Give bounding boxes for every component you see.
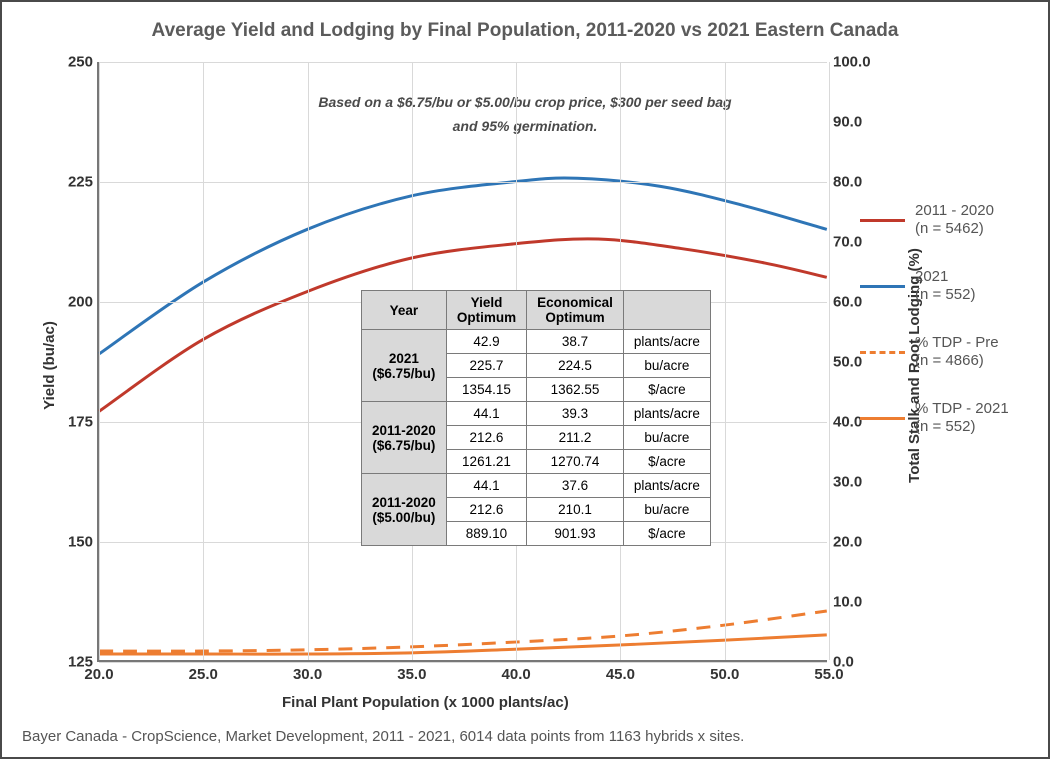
legend-label: 2011 - 2020(n = 5462): [915, 202, 994, 238]
y-right-tick: 40.0: [833, 414, 862, 431]
y-left-tick: 150: [68, 534, 93, 551]
table-header: Year: [362, 291, 447, 330]
legend-item-yield_2021: 2021(n = 552): [860, 268, 1040, 304]
table-rowheader: 2021($6.75/bu): [362, 330, 447, 402]
table-header: [623, 291, 710, 330]
table-cell: 212.6: [446, 426, 526, 450]
table-rowheader: 2011-2020($5.00/bu): [362, 474, 447, 546]
table-cell: 889.10: [446, 522, 526, 546]
x-tick: 30.0: [293, 666, 322, 683]
table-cell: 37.6: [527, 474, 624, 498]
legend-label: 2021(n = 552): [915, 268, 975, 304]
table-cell: 42.9: [446, 330, 526, 354]
table-cell: 39.3: [527, 402, 624, 426]
legend-swatch: [860, 219, 905, 222]
table-header: YieldOptimum: [446, 291, 526, 330]
series-tdp_pre: [99, 611, 827, 651]
table-cell: 1270.74: [527, 450, 624, 474]
table-cell: 225.7: [446, 354, 526, 378]
y-left-tick: 250: [68, 54, 93, 71]
footnote: Bayer Canada - CropScience, Market Devel…: [22, 728, 744, 745]
x-tick: 55.0: [814, 666, 843, 683]
legend-label: % TDP - Pre(n = 4866): [915, 334, 999, 370]
table-cell: 1362.55: [527, 378, 624, 402]
x-tick: 45.0: [606, 666, 635, 683]
y-right-tick: 10.0: [833, 594, 862, 611]
y-right-tick: 20.0: [833, 534, 862, 551]
table-cell: 901.93: [527, 522, 624, 546]
y-left-tick: 225: [68, 174, 93, 191]
y-left-tick: 175: [68, 414, 93, 431]
table-row: 2011-2020($5.00/bu)44.137.6plants/acre: [362, 474, 711, 498]
legend-item-tdp_pre: % TDP - Pre(n = 4866): [860, 334, 1040, 370]
y-axis-left-label: Yield (bu/ac): [41, 321, 58, 410]
y-right-tick: 90.0: [833, 114, 862, 131]
figure-frame: Average Yield and Lodging by Final Popul…: [0, 0, 1050, 759]
table-cell: $/acre: [623, 522, 710, 546]
x-tick: 50.0: [710, 666, 739, 683]
table-cell: 210.1: [527, 498, 624, 522]
table-cell: bu/acre: [623, 426, 710, 450]
y-right-tick: 100.0: [833, 54, 871, 71]
x-tick: 25.0: [189, 666, 218, 683]
table-row: 2021($6.75/bu)42.938.7plants/acre: [362, 330, 711, 354]
y-right-tick: 30.0: [833, 474, 862, 491]
y-right-tick: 70.0: [833, 234, 862, 251]
table-cell: 224.5: [527, 354, 624, 378]
legend-item-tdp_2021: % TDP - 2021(n = 552): [860, 400, 1040, 436]
plot-area: YearYieldOptimumEconomicalOptimum2021($6…: [97, 62, 827, 662]
table-cell: $/acre: [623, 378, 710, 402]
legend-swatch: [860, 351, 905, 354]
x-tick: 40.0: [502, 666, 531, 683]
table-cell: plants/acre: [623, 474, 710, 498]
table-cell: 212.6: [446, 498, 526, 522]
chart-title: Average Yield and Lodging by Final Popul…: [2, 20, 1048, 42]
table-cell: 1261.21: [446, 450, 526, 474]
x-axis-label: Final Plant Population (x 1000 plants/ac…: [282, 694, 569, 711]
legend-swatch: [860, 417, 905, 420]
legend-swatch: [860, 285, 905, 288]
table-cell: 1354.15: [446, 378, 526, 402]
table-row: 2011-2020($6.75/bu)44.139.3plants/acre: [362, 402, 711, 426]
y-left-tick: 200: [68, 294, 93, 311]
table-cell: 38.7: [527, 330, 624, 354]
table-header: EconomicalOptimum: [527, 291, 624, 330]
table-cell: bu/acre: [623, 354, 710, 378]
y-right-tick: 50.0: [833, 354, 862, 371]
x-tick: 20.0: [84, 666, 113, 683]
table-cell: 44.1: [446, 474, 526, 498]
legend: 2011 - 2020(n = 5462) 2021(n = 552) % TDP …: [860, 202, 1040, 466]
table-cell: 211.2: [527, 426, 624, 450]
table-cell: bu/acre: [623, 498, 710, 522]
y-right-tick: 60.0: [833, 294, 862, 311]
legend-label: % TDP - 2021(n = 552): [915, 400, 1009, 436]
table-cell: $/acre: [623, 450, 710, 474]
optimum-table: YearYieldOptimumEconomicalOptimum2021($6…: [361, 290, 711, 546]
table-cell: plants/acre: [623, 330, 710, 354]
y-right-tick: 80.0: [833, 174, 862, 191]
table-rowheader: 2011-2020($6.75/bu): [362, 402, 447, 474]
legend-item-yield_2011_2020: 2011 - 2020(n = 5462): [860, 202, 1040, 238]
table-cell: 44.1: [446, 402, 526, 426]
x-tick: 35.0: [397, 666, 426, 683]
table-cell: plants/acre: [623, 402, 710, 426]
